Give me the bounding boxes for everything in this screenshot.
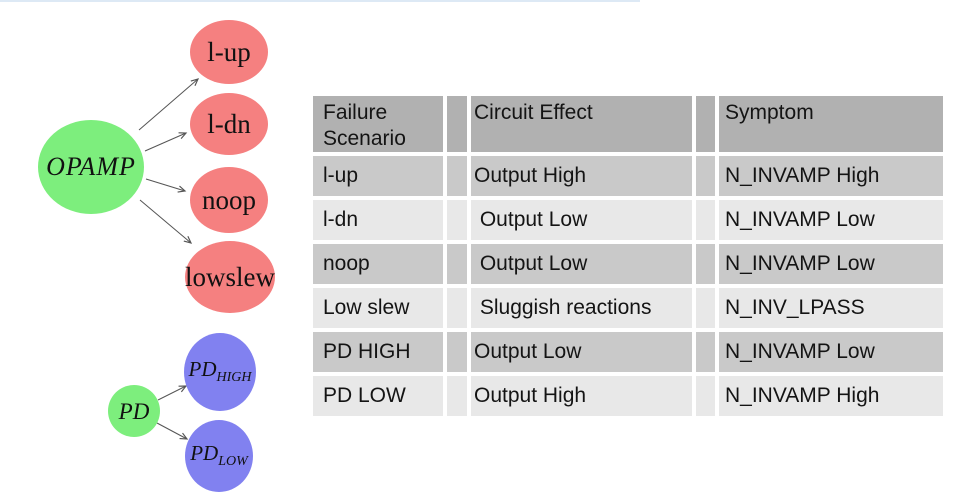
cell-scenario: Low slew (313, 288, 443, 328)
cell-symptom: N_INV_LPASS (719, 288, 943, 328)
table-header-row: Failure Scenario Circuit Effect Symptom (313, 96, 943, 152)
node-lowslew: lowslew (185, 241, 275, 313)
cell-effect: Output Low (471, 244, 692, 284)
arrow-pd-pdlow (156, 422, 187, 439)
table-row: PD LOW Output High N_INVAMP High (313, 376, 943, 416)
cell-scenario: l-dn (313, 200, 443, 240)
arrow-opamp-lowslew (139, 199, 191, 243)
tree-connector-arrows (138, 0, 320, 492)
node-l-dn: l-dn (190, 93, 268, 155)
spacer-cell (447, 332, 467, 372)
cell-scenario: l-up (313, 156, 443, 196)
cell-scenario: PD HIGH (313, 332, 443, 372)
spacer-cell (447, 200, 467, 240)
node-opamp: OPAMP (38, 120, 144, 214)
node-l-up-label: l-up (207, 36, 251, 67)
spacer-cell (447, 376, 467, 416)
arrow-opamp-noop (145, 178, 185, 191)
cell-scenario: PD LOW (313, 376, 443, 416)
cell-effect: Output High (471, 156, 692, 196)
table-row: PD HIGH Output Low N_INVAMP Low (313, 332, 943, 372)
node-pd-high: PDHIGH (184, 333, 256, 411)
cell-symptom: N_INVAMP Low (719, 244, 943, 284)
spacer-header (447, 96, 467, 152)
node-pd-low: PDLOW (185, 420, 253, 492)
col-header-failure-scenario: Failure Scenario (313, 96, 443, 152)
node-pd-high-label: PDHIGH (188, 356, 252, 386)
col-header-symptom: Symptom (719, 96, 943, 152)
arrow-pd-pdhigh (157, 386, 186, 401)
spacer-cell (696, 200, 715, 240)
spacer-cell (696, 288, 715, 328)
table-row: l-dn Output Low N_INVAMP Low (313, 200, 943, 240)
table-row: noop Output Low N_INVAMP Low (313, 244, 943, 284)
failure-table: Failure Scenario Circuit Effect Symptom … (309, 92, 947, 420)
col-header-circuit-effect: Circuit Effect (471, 96, 692, 152)
node-pd-label: PD (118, 398, 150, 424)
node-lowslew-label: lowslew (185, 261, 275, 292)
spacer-cell (696, 332, 715, 372)
arrow-opamp-lup (138, 79, 198, 131)
table-row: Low slew Sluggish reactions N_INV_LPASS (313, 288, 943, 328)
spacer-cell (696, 156, 715, 196)
cell-scenario: noop (313, 244, 443, 284)
cell-effect: Sluggish reactions (471, 288, 692, 328)
node-noop: noop (190, 167, 268, 233)
table-row: l-up Output High N_INVAMP High (313, 156, 943, 196)
top-divider-line (0, 0, 640, 2)
node-opamp-label: OPAMP (46, 152, 136, 181)
cell-effect: Output Low (471, 332, 692, 372)
spacer-cell (696, 244, 715, 284)
node-pd: PD (108, 385, 160, 437)
spacer-cell (447, 288, 467, 328)
spacer-cell (447, 156, 467, 196)
arrow-opamp-ldn (144, 133, 186, 152)
spacer-header (696, 96, 715, 152)
cell-effect: Output Low (471, 200, 692, 240)
cell-symptom: N_INVAMP Low (719, 332, 943, 372)
cell-symptom: N_INVAMP High (719, 156, 943, 196)
node-pd-low-label: PDLOW (190, 440, 248, 470)
node-l-up: l-up (190, 20, 268, 84)
spacer-cell (447, 244, 467, 284)
cell-symptom: N_INVAMP High (719, 376, 943, 416)
spacer-cell (696, 376, 715, 416)
cell-effect: Output High (471, 376, 692, 416)
node-l-dn-label: l-dn (207, 108, 251, 139)
node-noop-label: noop (202, 184, 256, 215)
cell-symptom: N_INVAMP Low (719, 200, 943, 240)
